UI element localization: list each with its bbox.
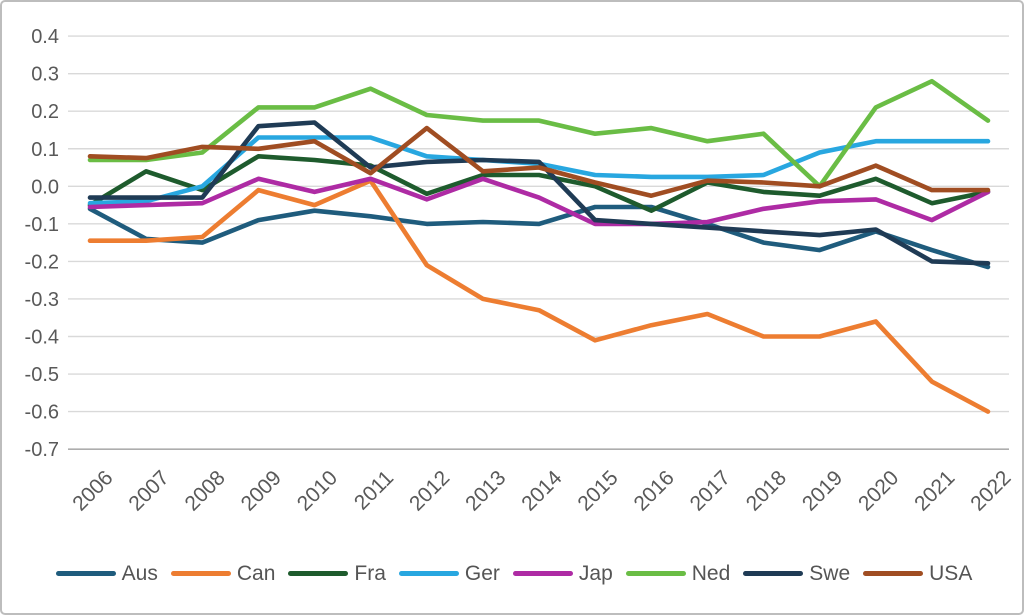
- legend-item-swe: Swe: [743, 563, 850, 584]
- chart-legend: Aus Can Fra Ger Jap Ned Swe USA: [2, 555, 1022, 591]
- x-tick-label-2020: 2020: [854, 466, 903, 515]
- x-tick-label-2008: 2008: [180, 466, 229, 515]
- svg-text:2010: 2010: [293, 466, 342, 515]
- legend-swatch-can: [170, 570, 231, 576]
- svg-text:2019: 2019: [798, 466, 847, 515]
- x-tick-label-2012: 2012: [405, 466, 454, 515]
- legend-item-jap: Jap: [512, 561, 613, 585]
- y-tick-label--0.1: -0.1: [25, 214, 59, 236]
- legend-label-usa: USA: [929, 561, 973, 585]
- series-line-jap: [87, 176, 991, 227]
- legend-label-swe: Swe: [809, 561, 851, 585]
- legend-item-fra: Fra: [288, 563, 386, 584]
- legend-swatch-swe: [743, 570, 804, 576]
- x-tick-label-2011: 2011: [350, 466, 398, 514]
- y-tick-label-0.1: 0.1: [31, 139, 59, 161]
- svg-text:2015: 2015: [573, 466, 622, 515]
- series-line-usa: [87, 125, 991, 198]
- y-tick-label--0.7: -0.7: [25, 439, 59, 461]
- x-tick-label-2007: 2007: [124, 466, 173, 515]
- legend-label-jap: Jap: [578, 561, 613, 585]
- x-tick-label-2016: 2016: [629, 466, 678, 515]
- legend-label-aus: Aus: [121, 561, 158, 585]
- legend-label-can: Can: [236, 561, 276, 585]
- legend-item-can: Can: [170, 561, 276, 585]
- legend-item-usa: USA: [863, 563, 972, 584]
- y-tick-label--0.5: -0.5: [25, 364, 59, 386]
- series-line-fra: [87, 154, 991, 213]
- x-tick-label-2009: 2009: [237, 466, 286, 515]
- series-line-aus: [87, 204, 991, 270]
- legend-label-ger: Ger: [464, 561, 500, 585]
- legend-swatch-jap: [512, 570, 573, 576]
- x-tick-label-2015: 2015: [573, 466, 622, 515]
- legend-label-fra: Fra: [354, 561, 386, 585]
- y-tick-label--0.3: -0.3: [25, 289, 59, 311]
- svg-text:2008: 2008: [180, 466, 229, 515]
- svg-text:2016: 2016: [629, 466, 678, 515]
- legend-item-ger: Ger: [398, 561, 500, 585]
- legend-swatch-ger: [398, 570, 459, 576]
- series-line-can: [87, 178, 991, 414]
- legend-item-ned: Ned: [625, 561, 731, 585]
- y-tick-label-0.4: 0.4: [31, 26, 59, 48]
- x-tick-label-2006: 2006: [68, 466, 117, 515]
- x-tick-label-2017: 2017: [686, 466, 735, 515]
- svg-text:2009: 2009: [237, 466, 286, 515]
- svg-text:2006: 2006: [68, 466, 117, 515]
- svg-text:2020: 2020: [854, 466, 903, 515]
- x-tick-label-2013: 2013: [461, 466, 510, 515]
- x-tick-label-2019: 2019: [798, 466, 847, 515]
- svg-text:2021: 2021: [910, 466, 959, 515]
- svg-text:2013: 2013: [461, 466, 510, 515]
- svg-text:2007: 2007: [124, 466, 173, 515]
- legend-swatch-ned: [625, 570, 686, 576]
- x-tick-label-2022: 2022: [966, 466, 1015, 515]
- y-tick-label--0.4: -0.4: [25, 327, 59, 349]
- legend-swatch-fra: [288, 570, 349, 576]
- svg-text:2012: 2012: [405, 466, 454, 515]
- y-tick-label-0.2: 0.2: [31, 101, 59, 123]
- svg-text:2014: 2014: [517, 466, 567, 516]
- y-tick-label--0.6: -0.6: [25, 402, 59, 424]
- svg-text:2017: 2017: [686, 466, 735, 515]
- x-tick-label-2021: 2021: [910, 466, 959, 515]
- y-tick-label-0.0: 0.0: [31, 176, 59, 198]
- legend-swatch-aus: [55, 570, 116, 576]
- y-tick-label-0.3: 0.3: [31, 64, 59, 86]
- svg-text:2022: 2022: [966, 466, 1015, 515]
- legend-item-aus: Aus: [55, 561, 158, 585]
- x-tick-label-2010: 2010: [293, 466, 342, 515]
- series-line-ned: [87, 78, 991, 189]
- legend-swatch-usa: [863, 570, 924, 576]
- y-tick-label--0.2: -0.2: [25, 251, 59, 273]
- legend-label-ned: Ned: [691, 561, 731, 585]
- svg-text:2011: 2011: [350, 466, 398, 514]
- x-tick-label-2014: 2014: [517, 466, 567, 516]
- svg-text:2018: 2018: [742, 466, 791, 515]
- x-tick-label-2018: 2018: [742, 466, 791, 515]
